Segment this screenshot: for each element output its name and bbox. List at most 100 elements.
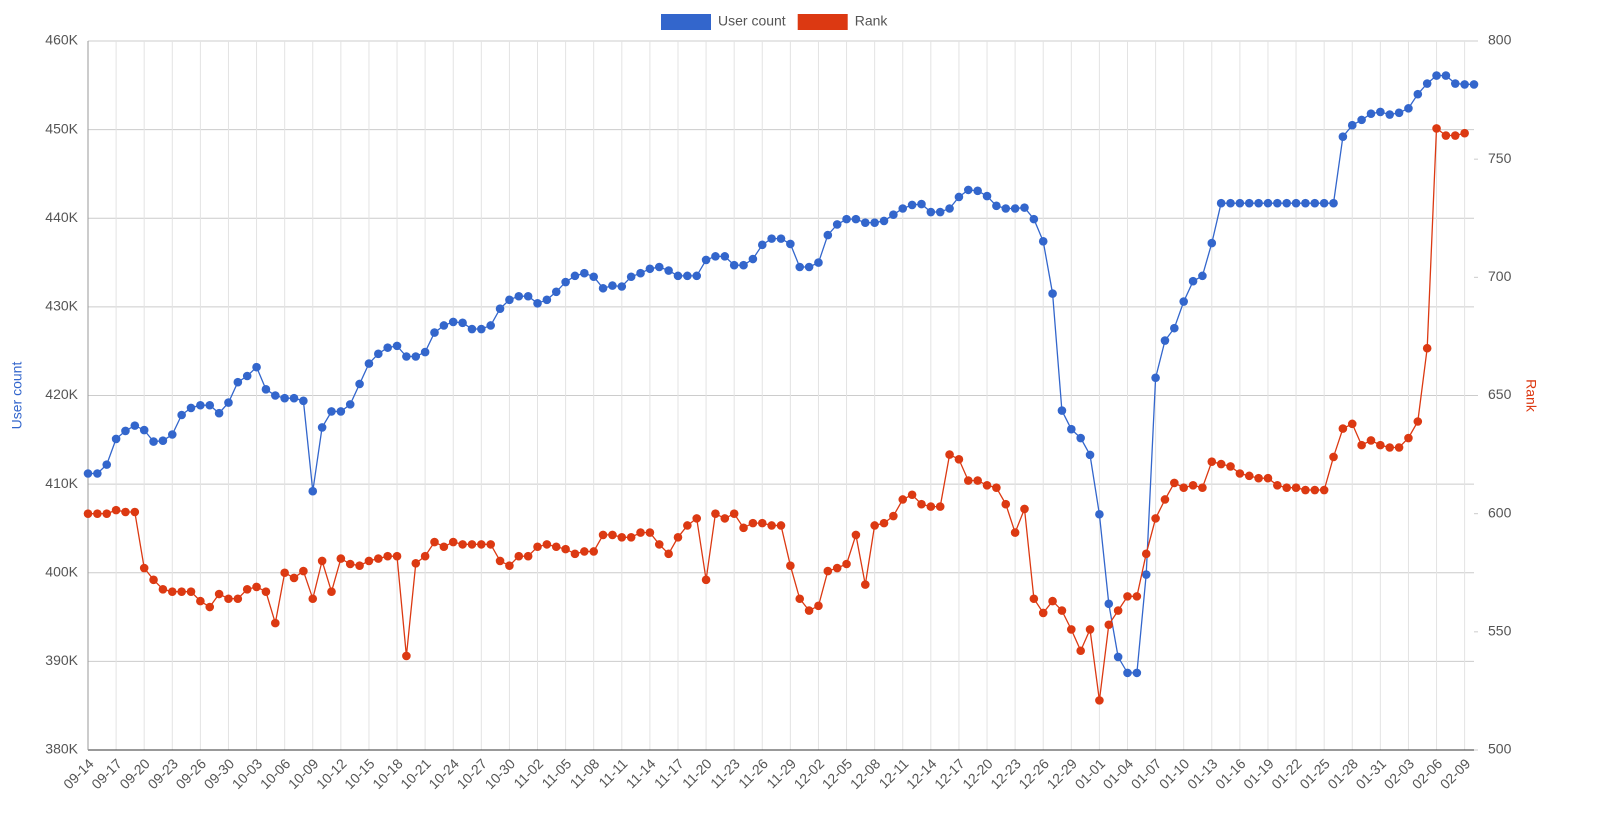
data-point <box>1329 198 1338 208</box>
data-point <box>261 384 271 394</box>
data-point <box>795 594 805 604</box>
data-point <box>879 216 889 226</box>
data-point <box>1151 373 1160 383</box>
data-point <box>1010 204 1020 213</box>
x-tick-label: 11-11 <box>595 755 630 790</box>
data-point <box>1141 570 1151 579</box>
x-tick-label: 10-09 <box>285 755 322 792</box>
data-point <box>121 426 130 436</box>
data-point <box>1338 424 1348 433</box>
x-tick-label: 10-27 <box>453 755 490 792</box>
data-point <box>364 556 374 566</box>
data-point <box>1301 485 1310 495</box>
data-point <box>1216 198 1226 208</box>
data-point <box>1235 469 1245 478</box>
data-point <box>1329 452 1338 462</box>
data-point <box>1263 198 1273 208</box>
data-point <box>1366 436 1376 445</box>
data-point <box>139 563 149 573</box>
data-point <box>1132 668 1142 678</box>
y-tick-label: 430K <box>45 298 78 314</box>
data-point <box>982 191 992 201</box>
data-point <box>317 423 327 432</box>
series-line <box>88 74 1474 674</box>
data-point <box>458 540 467 549</box>
x-tick-label: 12-11 <box>876 755 912 791</box>
data-point <box>1413 89 1423 99</box>
data-point <box>1376 107 1385 117</box>
data-point <box>280 568 289 578</box>
x-tick-label: 01-28 <box>1324 755 1361 792</box>
data-point <box>1450 131 1460 140</box>
data-point <box>533 299 542 308</box>
data-point <box>701 575 711 585</box>
data-point <box>1198 483 1207 492</box>
data-point <box>617 533 627 542</box>
data-point <box>1113 652 1123 662</box>
x-tick-label: 12-29 <box>1043 755 1080 792</box>
data-point <box>336 554 346 563</box>
x-tick-label: 11-14 <box>623 755 659 791</box>
data-point <box>551 287 561 297</box>
data-point <box>1357 440 1366 450</box>
x-tick-label: 10-21 <box>397 755 434 792</box>
data-point <box>477 540 486 549</box>
data-point <box>1067 625 1076 634</box>
y-tick-label: 420K <box>45 386 78 402</box>
data-point <box>402 352 411 361</box>
x-tick-label: 11-23 <box>707 755 743 791</box>
data-point <box>1095 696 1104 705</box>
data-point <box>355 561 364 570</box>
data-point <box>467 324 477 334</box>
data-point <box>345 400 355 409</box>
x-tick-label: 01-19 <box>1240 755 1277 792</box>
data-point <box>420 347 430 357</box>
data-point <box>1179 483 1188 492</box>
data-point <box>1422 79 1432 88</box>
data-point <box>1170 478 1179 488</box>
data-point <box>1385 443 1395 452</box>
data-point <box>570 549 580 559</box>
data-point <box>1160 495 1170 504</box>
data-point <box>757 240 767 250</box>
x-tick-label: 01-31 <box>1352 755 1389 792</box>
data-point <box>636 268 645 278</box>
data-point <box>1038 608 1048 618</box>
data-point <box>673 533 683 542</box>
data-point <box>1291 198 1301 208</box>
data-point <box>177 587 186 596</box>
data-point <box>551 542 561 552</box>
x-tick-label: 02-06 <box>1409 755 1446 792</box>
data-point <box>720 252 730 261</box>
data-point <box>626 533 636 542</box>
data-point <box>205 400 215 410</box>
data-point <box>1029 594 1039 604</box>
data-point <box>514 291 524 301</box>
data-point <box>252 362 261 372</box>
data-point <box>1319 198 1329 208</box>
data-point <box>467 540 477 549</box>
x-tick-label: 12-02 <box>791 755 828 792</box>
data-point <box>93 469 102 478</box>
data-point <box>1057 606 1067 615</box>
x-tick-label: 11-20 <box>679 755 715 791</box>
data-point <box>608 530 617 540</box>
x-tick-label: 09-23 <box>144 755 181 792</box>
data-point <box>299 566 308 576</box>
data-point <box>879 518 889 528</box>
data-point <box>1394 108 1404 118</box>
data-point <box>233 377 243 387</box>
data-point <box>654 262 664 272</box>
y2-tick-label: 550 <box>1488 623 1512 639</box>
data-point <box>1179 297 1188 306</box>
data-point <box>917 499 926 509</box>
x-tick-label: 02-03 <box>1381 755 1418 792</box>
data-point <box>252 582 261 592</box>
data-point <box>327 587 336 596</box>
data-point <box>1207 238 1217 248</box>
x-tick-label: 10-06 <box>257 755 294 792</box>
data-point <box>1001 204 1011 213</box>
data-point <box>1010 528 1020 537</box>
data-point <box>486 540 495 549</box>
data-point <box>196 596 205 606</box>
